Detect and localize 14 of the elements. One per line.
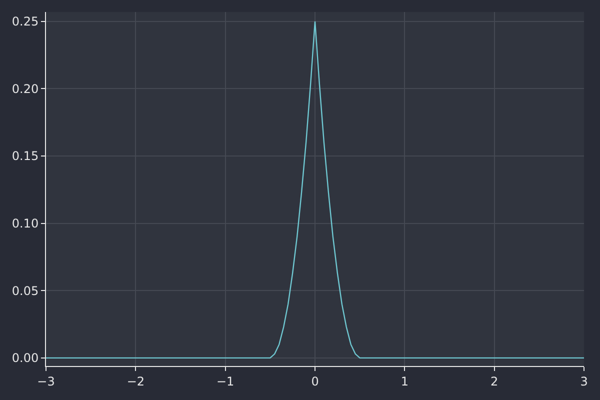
x-tick-label: 0 bbox=[311, 374, 319, 388]
x-tick-label: 2 bbox=[490, 374, 498, 388]
y-tick-label: 0.25 bbox=[12, 14, 39, 29]
x-tick-label: −1 bbox=[216, 374, 234, 388]
x-tick-label: −3 bbox=[37, 374, 55, 388]
x-tick-label: 3 bbox=[580, 374, 588, 388]
y-tick-label: 0.10 bbox=[12, 216, 39, 231]
y-tick-label: 0.00 bbox=[12, 351, 39, 366]
y-tick-label: 0.15 bbox=[12, 149, 39, 164]
y-tick-label: 0.05 bbox=[12, 284, 39, 298]
x-tick-label: −2 bbox=[126, 374, 145, 388]
x-tick-label: 1 bbox=[400, 374, 408, 388]
line-series bbox=[46, 20, 584, 359]
y-tick-label: 0.20 bbox=[12, 82, 39, 96]
